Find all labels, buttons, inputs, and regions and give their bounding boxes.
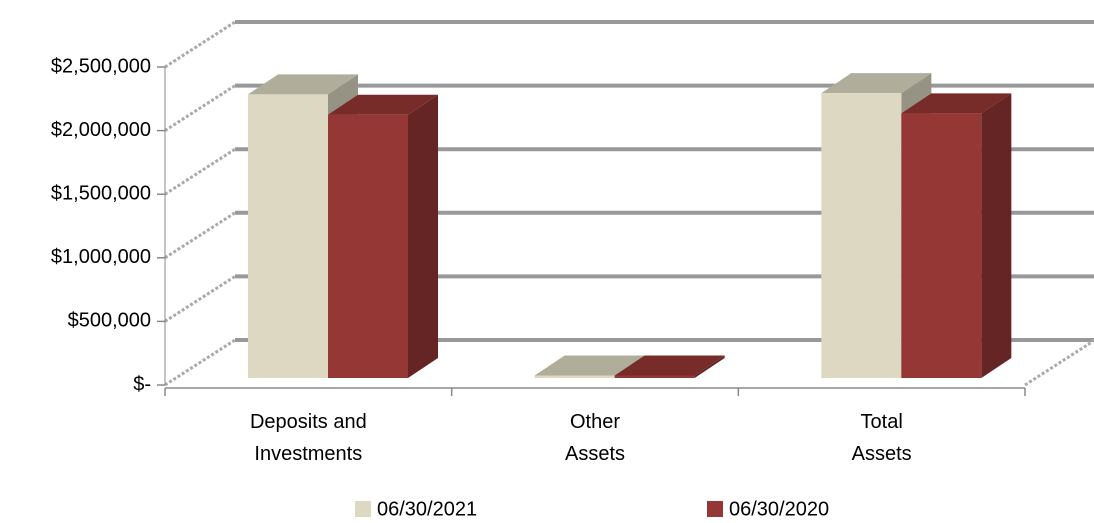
wall-line xyxy=(164,338,236,387)
y-tick-label: $2,000,000 xyxy=(51,119,151,141)
wall-line xyxy=(164,211,236,260)
bar-side xyxy=(981,93,1012,378)
bar-front xyxy=(248,94,328,379)
bar-front xyxy=(901,113,982,378)
y-tick-label: $1,500,000 xyxy=(51,182,151,204)
wall-line xyxy=(164,275,236,323)
bar-front xyxy=(328,114,408,379)
bar-top xyxy=(614,355,725,376)
x-tick-label: Other Assets xyxy=(564,411,626,465)
legend-swatch xyxy=(707,501,723,517)
bar-top xyxy=(821,73,932,94)
bar-front xyxy=(534,375,615,378)
bar xyxy=(614,355,725,378)
bar-front xyxy=(821,93,902,379)
x-tick-label: Deposits and Investments xyxy=(249,411,367,465)
legend-label: 06/30/2020 xyxy=(729,498,829,520)
y-tick-label: $2,500,000 xyxy=(51,55,151,77)
y-tick-label: $- xyxy=(133,373,151,395)
wall-line xyxy=(164,84,236,132)
bar-top xyxy=(248,74,358,95)
bar-top xyxy=(901,93,1012,114)
legend-label: 06/30/2021 xyxy=(377,498,477,520)
bar-top xyxy=(534,355,645,376)
bar-front xyxy=(614,375,695,378)
bar-side xyxy=(694,355,725,378)
bar xyxy=(328,94,438,379)
wall-line xyxy=(164,147,236,196)
x-tick-label: Total Assets xyxy=(851,411,912,465)
wall-line xyxy=(164,20,236,69)
bar xyxy=(901,93,1012,378)
y-tick-label: $500,000 xyxy=(68,310,151,332)
bar-top xyxy=(328,94,438,115)
y-tick-label: $1,000,000 xyxy=(51,246,151,268)
floor-edge xyxy=(1024,338,1094,387)
bar-side xyxy=(408,94,438,379)
legend-swatch xyxy=(355,501,371,517)
